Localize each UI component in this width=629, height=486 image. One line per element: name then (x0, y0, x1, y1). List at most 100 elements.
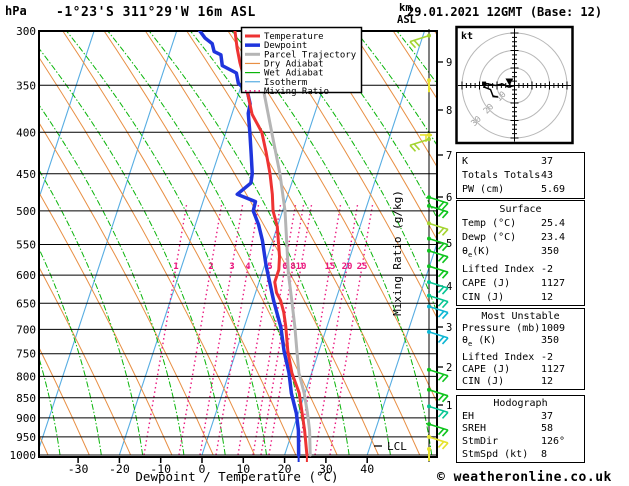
stat-value: 8 (541, 449, 548, 461)
legend-label: Temperature (264, 32, 324, 42)
x-axis-title: Dewpoint / Temperature (°C) (135, 469, 338, 484)
dry-adiabat-line (39, 56, 255, 456)
mixing-ratio-line (314, 204, 359, 456)
km-tick-label: 4 (446, 281, 452, 293)
stat-label: θe(K) (462, 245, 491, 259)
legend-label: Dry Adiabat (264, 59, 324, 69)
stat-row: PW (cm) 5.69 (457, 184, 584, 195)
legend-label: Wet Adiabat (264, 69, 324, 79)
pressure-tick-label: 850 (16, 392, 36, 405)
isotherm-line (118, 31, 260, 456)
isotherm-line (0, 31, 12, 455)
run-date-title: 29.01.2021 12GMT (Base: 12) (407, 5, 603, 19)
km-tick-label: 6 (446, 192, 452, 204)
stat-row: CAPE (J) 1127 (457, 364, 584, 375)
wind-barb-shaft (428, 265, 449, 273)
stat-value: 23.4 (541, 231, 566, 243)
wind-barb-shaft (428, 436, 449, 444)
stat-label: CAPE (J) (462, 363, 511, 375)
km-tick-label: 7 (446, 150, 452, 162)
stat-label: PW (cm) (462, 184, 505, 196)
stats-box-title: Hodograph (493, 397, 548, 409)
mixing-ratio-line (252, 204, 297, 456)
stat-row: Totals Totals 43 (457, 170, 584, 181)
isotherm-line (284, 31, 426, 456)
pressure-tick-label: 700 (16, 323, 36, 336)
stat-label: K (462, 155, 469, 167)
stat-label: Pressure (mb) (462, 322, 541, 334)
wind-barb-shaft (428, 205, 449, 213)
wind-barb-shaft (428, 237, 449, 246)
hodograph-end-marker (482, 81, 487, 86)
temp-tick-label: -10 (150, 462, 171, 476)
stat-row: EH 37 (457, 411, 584, 422)
km-tick-label: 3 (446, 322, 452, 334)
pressure-tick-label: 450 (16, 168, 36, 181)
wet-adiabat-line (107, 31, 309, 456)
plot-border (38, 30, 438, 458)
pressure-tick-label: 750 (16, 348, 36, 361)
stat-value: 37 (541, 410, 554, 422)
legend-label: Parcel Trajectory (264, 50, 357, 60)
pressure-tick-label: 350 (16, 79, 36, 92)
stat-label: CAPE (J) (462, 277, 511, 289)
km-tick-label: 8 (446, 105, 452, 117)
wind-barb-shaft (428, 305, 449, 314)
pressure-tick-label: 400 (16, 126, 36, 139)
stat-value: -2 (541, 263, 554, 275)
pressure-tick-label: 500 (16, 205, 36, 218)
mixing-ratio-line (329, 204, 374, 456)
pressure-tick-label: 1000 (10, 449, 37, 462)
storm-motion-marker (505, 78, 514, 86)
stat-row: θe(K) 350 (457, 246, 584, 261)
stat-value: 350 (541, 335, 560, 347)
temp-tick-label: -20 (109, 462, 130, 476)
stat-value: 126° (541, 436, 566, 448)
wind-barb-column (409, 29, 449, 462)
legend-label: Isotherm (264, 78, 307, 88)
wet-adiabat-line (603, 31, 629, 455)
wind-barb-shaft (428, 281, 449, 289)
stat-label: Temp (°C) (462, 217, 517, 229)
stat-value: 37 (541, 155, 554, 167)
mixing-ratio-line (178, 204, 223, 456)
stat-row: K 37 (457, 156, 584, 167)
mixing-ratio-value-label: 20 (342, 262, 353, 272)
mixing-ratio-value-label: 25 (357, 262, 368, 272)
stat-label: Lifted Index (462, 263, 535, 275)
stat-value: 5.69 (541, 184, 566, 196)
wind-barb-shaft (409, 34, 430, 43)
stat-row: Lifted Index -2 (457, 352, 584, 363)
dry-adiabat-line (39, 346, 90, 456)
dry-adiabat-line (62, 31, 297, 456)
temperature-curve (233, 31, 309, 457)
dry-adiabat-line (186, 31, 421, 456)
wind-barb-shaft (428, 196, 449, 205)
dry-adiabat-line (39, 266, 132, 456)
stat-value: 350 (541, 245, 560, 257)
stat-row: Lifted Index -2 (457, 264, 584, 275)
km-axis-label: km (399, 2, 412, 14)
stat-row: Pressure (mb) 1009 (457, 323, 584, 334)
stat-label: Totals Totals (462, 169, 541, 181)
stat-value: -2 (541, 351, 554, 363)
isotherm-line (366, 241, 437, 456)
pressure-tick-label: 650 (16, 297, 36, 310)
mixing-axis-title: Mixing Ratio (g/kg) (391, 190, 404, 316)
mixing-ratio-line (143, 204, 188, 456)
mixing-ratio-value-label: 10 (296, 262, 307, 272)
isotherm-line (201, 31, 343, 456)
mixing-ratio-line (297, 204, 342, 456)
stat-row: CIN (J) 12 (457, 376, 584, 387)
stat-label: StmDir (462, 436, 499, 448)
hodograph-unit-label: kt (461, 31, 473, 42)
mixing-ratio-line (199, 204, 244, 456)
mixing-ratio-value-label: 15 (325, 262, 336, 272)
wind-barb-shaft (409, 138, 430, 147)
stats-box-title: Surface (499, 203, 542, 215)
wet-adiabat-line (66, 31, 267, 456)
isotherm-line (39, 31, 95, 200)
temp-tick-label: 40 (360, 462, 374, 476)
